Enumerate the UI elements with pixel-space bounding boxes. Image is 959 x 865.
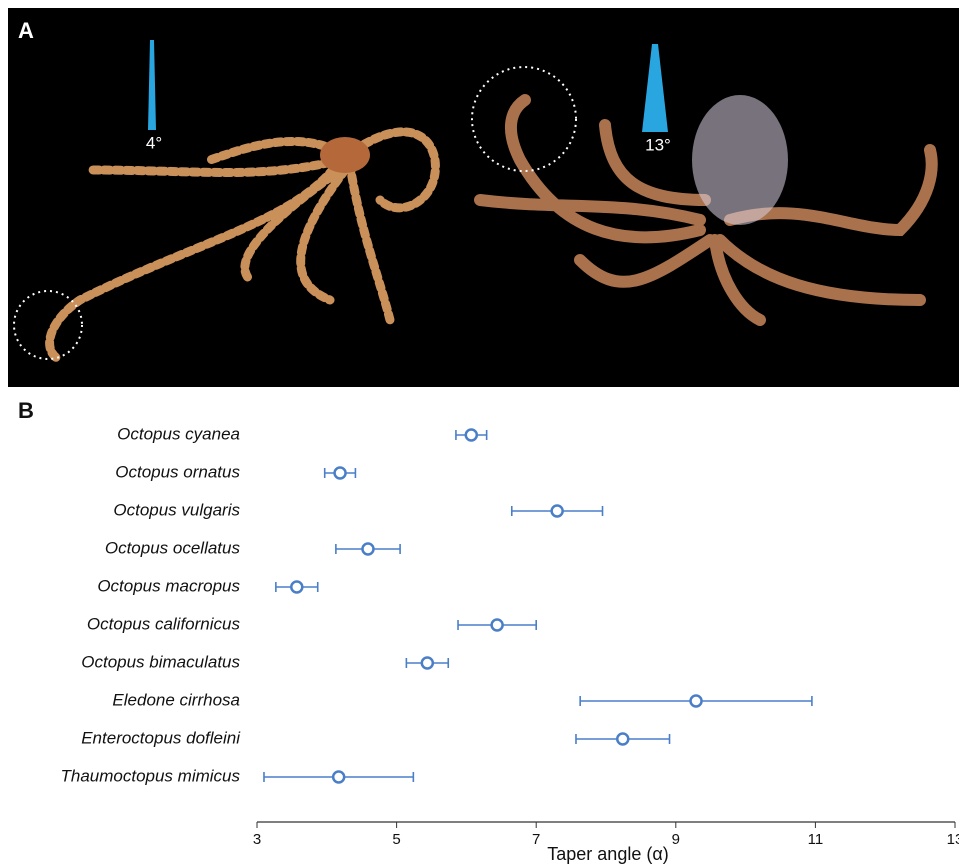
y-tick-label: Enteroctopus dofleini — [81, 728, 241, 747]
point — [422, 658, 433, 669]
point — [466, 430, 477, 441]
y-tick-label: Octopus vulgaris — [113, 500, 240, 519]
y-tick-label: Octopus bimaculatus — [81, 652, 240, 671]
panel-label: B — [18, 398, 34, 423]
figure: A 4° 13° B Taper angle (α) 3 5 7 9 11 13 Octop… — [0, 0, 959, 865]
x-tick-label: 13 — [947, 831, 959, 848]
point — [617, 734, 628, 745]
y-tick-label: Octopus ocellatus — [105, 538, 241, 557]
point — [552, 506, 563, 517]
x-tick-label: 5 — [392, 831, 400, 848]
angle-label: 4° — [146, 133, 162, 152]
point — [335, 468, 346, 479]
point — [362, 544, 373, 555]
y-tick-label: Octopus macropus — [97, 576, 240, 595]
point — [691, 696, 702, 707]
y-tick-label: Thaumoctopus mimicus — [60, 766, 240, 785]
x-tick-label: 3 — [253, 831, 261, 848]
x-axis-label: Taper angle (α) — [547, 844, 668, 864]
angle-label: 13° — [645, 135, 671, 154]
point — [492, 620, 503, 631]
y-tick-label: Eledone cirrhosa — [112, 690, 240, 709]
x-tick-label: 9 — [672, 831, 680, 848]
panel-label: A — [18, 18, 34, 43]
y-tick-label: Octopus californicus — [87, 614, 241, 633]
point — [333, 772, 344, 783]
point — [291, 582, 302, 593]
y-tick-label: Octopus ornatus — [115, 462, 240, 481]
x-tick-label: 11 — [808, 831, 824, 848]
x-tick-label: 7 — [532, 831, 540, 848]
y-tick-label: Octopus cyanea — [117, 424, 240, 443]
